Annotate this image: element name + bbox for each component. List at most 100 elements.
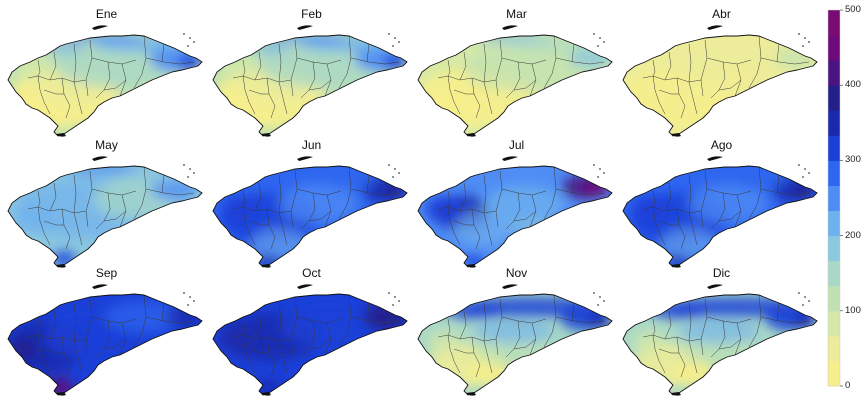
department-border [437,206,497,214]
department-border [366,43,370,63]
department-border [161,174,165,194]
department-border [658,348,679,354]
swan-islands-dot [398,300,400,302]
map-panel-sep: Sep [4,265,209,398]
department-border [73,212,83,246]
precipitation-zone [649,303,709,319]
department-border [664,182,672,212]
swan-islands-dot [804,168,806,170]
colorbar-tick-label: 100 [845,304,861,316]
department-border [338,35,352,89]
department-border [95,61,111,99]
colorbar-segment [828,160,840,186]
swan-islands-dot [603,172,605,174]
department-border [447,59,451,77]
country-outline [7,293,203,396]
department-border [658,220,679,226]
country-outline [212,34,408,137]
precipitation-zone [279,307,379,347]
department-border [776,302,780,322]
department-border [495,39,503,97]
department-border [350,316,400,324]
department-border [254,310,262,340]
department-border [242,318,246,336]
precipitation-zone [319,169,379,189]
precipitation-zone [729,70,749,86]
swan-islands-dot [193,172,195,174]
department-border [95,192,111,230]
precipitation-zone [669,44,789,92]
map-panel-mar: Mar [414,6,619,139]
gulf-islands [466,264,476,268]
department-border [453,220,474,226]
country-outline [622,165,818,268]
department-border [161,302,165,322]
swan-islands-dot [193,41,195,43]
department-border [254,51,262,81]
precipitation-zone [124,167,184,183]
colorbar-segment [828,285,840,312]
swan-islands-dot [597,176,599,178]
department-border [232,334,292,342]
colorbar-legend: 500 400 300 200 100 0 [820,0,864,398]
country-outline [7,34,203,137]
department-border [483,174,487,214]
department-border [95,320,111,358]
department-border [85,39,93,97]
precipitation-zone [428,331,460,355]
department-border [760,57,810,65]
swan-islands-dot [802,176,804,178]
department-border [447,206,461,246]
precipitation-zone [689,184,769,224]
panel-month-label: Mar [506,7,527,21]
department-border [776,43,780,63]
colorbar-segment [828,110,840,136]
department-border [145,188,195,196]
precipitation-zone [385,183,405,199]
panel-month-label: Ago [710,138,733,152]
department-border [133,166,147,220]
precipitation-zone [54,44,174,88]
department-border [706,188,752,196]
gulf-islands [261,133,271,137]
department-border [700,170,708,228]
department-border [513,79,537,91]
honduras-map [212,284,408,396]
swan-islands-dot [599,37,601,39]
bay-islands [502,25,518,30]
department-border [688,81,698,115]
gulf-islands [56,133,66,137]
precipitation-zone [12,205,56,233]
department-border [37,334,51,374]
department-border [338,166,352,220]
swan-islands-dot [183,292,185,294]
department-border [266,208,276,250]
swan-islands-dot [599,296,601,298]
department-border [278,340,288,374]
department-border [61,77,71,119]
department-border [483,340,493,374]
department-border [308,210,332,222]
bay-islands [297,284,313,289]
department-border [49,182,57,212]
department-border [447,334,461,374]
department-border [278,212,288,246]
department-border [242,334,256,374]
department-border [664,310,672,340]
bay-islands [297,25,313,30]
department-border [232,75,292,83]
swan-islands-dot [388,292,390,294]
swan-islands-dot [804,37,806,39]
department-border [555,188,605,196]
colorbar-tick-label: 0 [845,380,851,391]
gulf-islands [466,392,476,396]
department-border [37,318,41,336]
swan-islands-dot [189,37,191,39]
colorbar-segment [828,135,840,161]
colorbar-segment [828,10,840,36]
department-border [278,81,288,115]
swan-islands-dot [808,172,810,174]
precipitation-zone [64,166,144,175]
precipitation-zone [428,90,480,126]
colorbar-segment [828,260,840,287]
